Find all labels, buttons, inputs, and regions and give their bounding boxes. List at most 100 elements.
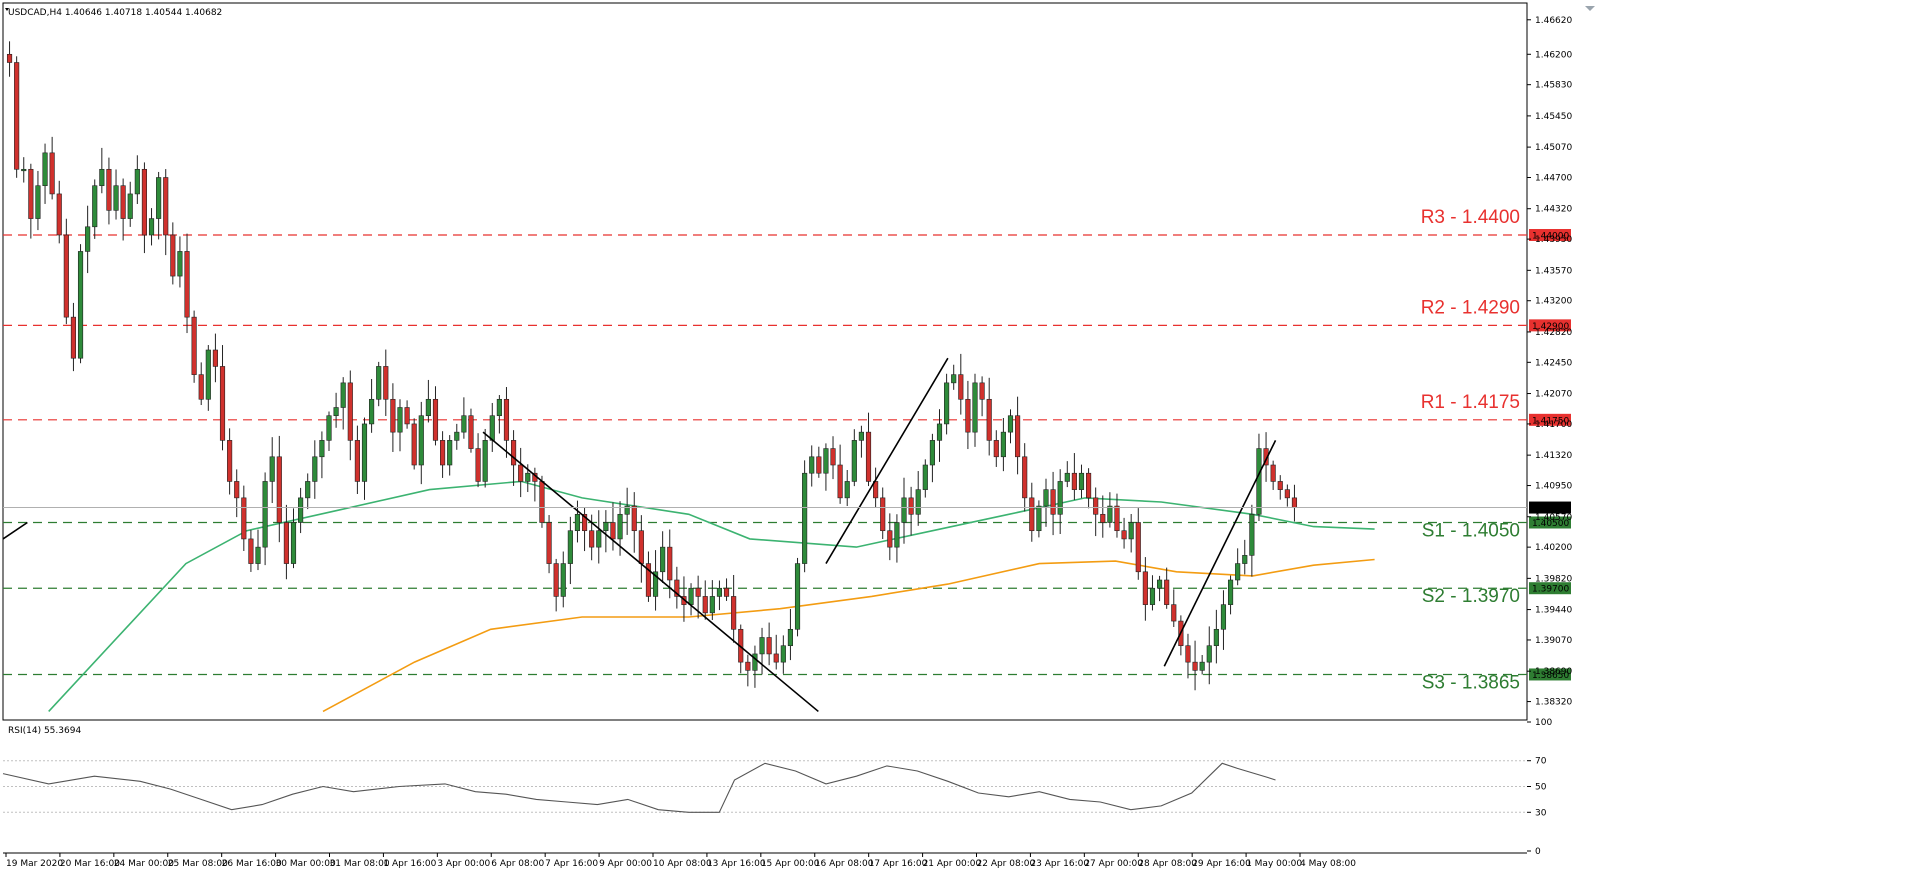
candle-bearish <box>1270 464 1276 482</box>
price-tick-label: 1.40950 <box>1535 482 1572 492</box>
time-tick-label: 21 Apr 00:00 <box>923 859 982 869</box>
candle-bullish <box>574 513 581 532</box>
time-tick-label: 6 Apr 08:00 <box>491 859 544 869</box>
candle-bearish <box>1086 472 1092 499</box>
candle-bearish <box>695 587 701 597</box>
candle-bearish <box>979 382 985 400</box>
price-tick-label: 1.40570 <box>1535 513 1572 523</box>
candle-bullish <box>205 349 211 400</box>
candle-bearish <box>638 530 644 564</box>
candle-bearish <box>283 522 289 564</box>
candle-bearish <box>518 464 524 482</box>
candle-bearish <box>503 398 510 441</box>
candle-bullish <box>1242 555 1248 564</box>
candle-bearish <box>1093 497 1099 515</box>
candle-bullish <box>1036 505 1042 532</box>
price-tick-label: 1.42820 <box>1535 328 1572 338</box>
candle-bullish <box>560 563 566 597</box>
time-tick-label: 3 Apr 00:00 <box>437 859 490 869</box>
candle-bearish <box>191 316 197 375</box>
level-label: S2 - 1.3970 <box>1422 586 1520 607</box>
candle-bullish <box>369 398 375 425</box>
candle-bearish <box>63 234 69 318</box>
level-label: R1 - 1.4175 <box>1421 392 1520 413</box>
price-tick-label: 1.46620 <box>1535 16 1572 26</box>
candle-bearish <box>440 440 446 466</box>
level-label: R3 - 1.4400 <box>1421 207 1520 228</box>
candle-bullish <box>333 407 339 417</box>
candle-bearish <box>141 168 148 236</box>
collapse-arrow-icon[interactable] <box>5 8 9 11</box>
candle-bearish <box>1121 530 1127 540</box>
candle-bearish <box>816 456 822 474</box>
candle-bearish <box>1015 415 1021 458</box>
candle-bearish <box>248 538 254 564</box>
candle-bullish <box>425 398 431 417</box>
candle-bullish <box>1043 489 1049 507</box>
candle-bullish <box>809 456 815 474</box>
candle-bullish <box>127 193 133 219</box>
candle-bullish <box>134 168 140 195</box>
candle-bullish <box>269 456 275 482</box>
candle-bullish <box>454 431 460 441</box>
level-tag-value: 1.39700 <box>1532 585 1569 595</box>
candle-bullish <box>418 415 424 466</box>
price-tick-label: 1.39070 <box>1535 636 1572 646</box>
rsi-label: RSI(14) 55.3694 <box>8 726 81 736</box>
level-tag-value: 1.40500 <box>1532 519 1569 529</box>
symbol-header: USDCAD,H4 1.40646 1.40718 1.40544 1.4068… <box>8 8 222 18</box>
candle-bullish <box>1235 563 1241 581</box>
candle-bearish <box>880 497 886 532</box>
time-tick-label: 13 Apr 16:00 <box>707 859 766 869</box>
price-tick-label: 1.45070 <box>1535 143 1572 153</box>
current-price-marker: 1.40682 <box>3 501 1571 514</box>
chart-shift-marker-icon[interactable] <box>1585 6 1595 11</box>
candle-bullish <box>42 152 48 187</box>
candle-bullish <box>148 218 155 236</box>
price-tick-label: 1.44700 <box>1535 174 1572 184</box>
candle-bearish <box>49 152 55 195</box>
candle-bearish <box>965 398 971 433</box>
time-tick-label: 31 Mar 08:00 <box>330 859 390 869</box>
level-tag-background <box>1529 413 1571 426</box>
candle-bearish <box>70 316 77 359</box>
candle-bearish <box>589 530 595 548</box>
candle-bullish <box>1057 481 1063 515</box>
candle-bearish <box>432 398 439 441</box>
candle-bearish <box>1142 571 1148 605</box>
candle-bullish <box>177 251 183 277</box>
time-tick-label: 22 Apr 08:00 <box>977 859 1036 869</box>
candle-bullish <box>624 505 630 515</box>
level-tag-value: 1.41750 <box>1532 416 1569 426</box>
candle-bullish <box>780 645 786 663</box>
time-tick-label: 28 Apr 08:00 <box>1138 859 1197 869</box>
time-tick-label: 27 Apr 00:00 <box>1084 859 1143 869</box>
price-tick-label: 1.43570 <box>1535 266 1572 276</box>
candle-bearish <box>667 546 673 581</box>
price-tick-label: 1.43950 <box>1535 235 1572 245</box>
candle-bearish <box>120 185 126 219</box>
candle-bearish <box>865 431 872 482</box>
candle-bearish <box>6 53 13 63</box>
candle-bearish <box>198 374 204 400</box>
time-tick-label: 10 Apr 08:00 <box>653 859 712 869</box>
candle-bullish <box>262 481 268 548</box>
candle-bullish <box>759 637 765 655</box>
candle-bullish <box>447 440 453 466</box>
candle-bullish <box>716 587 723 597</box>
candle-bearish <box>1277 481 1283 490</box>
candle-bearish <box>276 456 282 523</box>
candle-bearish <box>631 505 637 532</box>
price-tick-label: 1.42070 <box>1535 390 1572 400</box>
candle-bearish <box>766 637 772 655</box>
current-price-tag <box>1529 501 1571 514</box>
candle-bearish <box>234 481 240 499</box>
candle-bullish <box>21 168 27 172</box>
candle-bearish <box>1284 489 1290 499</box>
candle-bullish <box>688 587 694 605</box>
candle-bearish <box>411 423 417 466</box>
candle-bullish <box>305 481 311 499</box>
candlesticks <box>6 41 1298 691</box>
candle-bullish <box>482 440 488 482</box>
